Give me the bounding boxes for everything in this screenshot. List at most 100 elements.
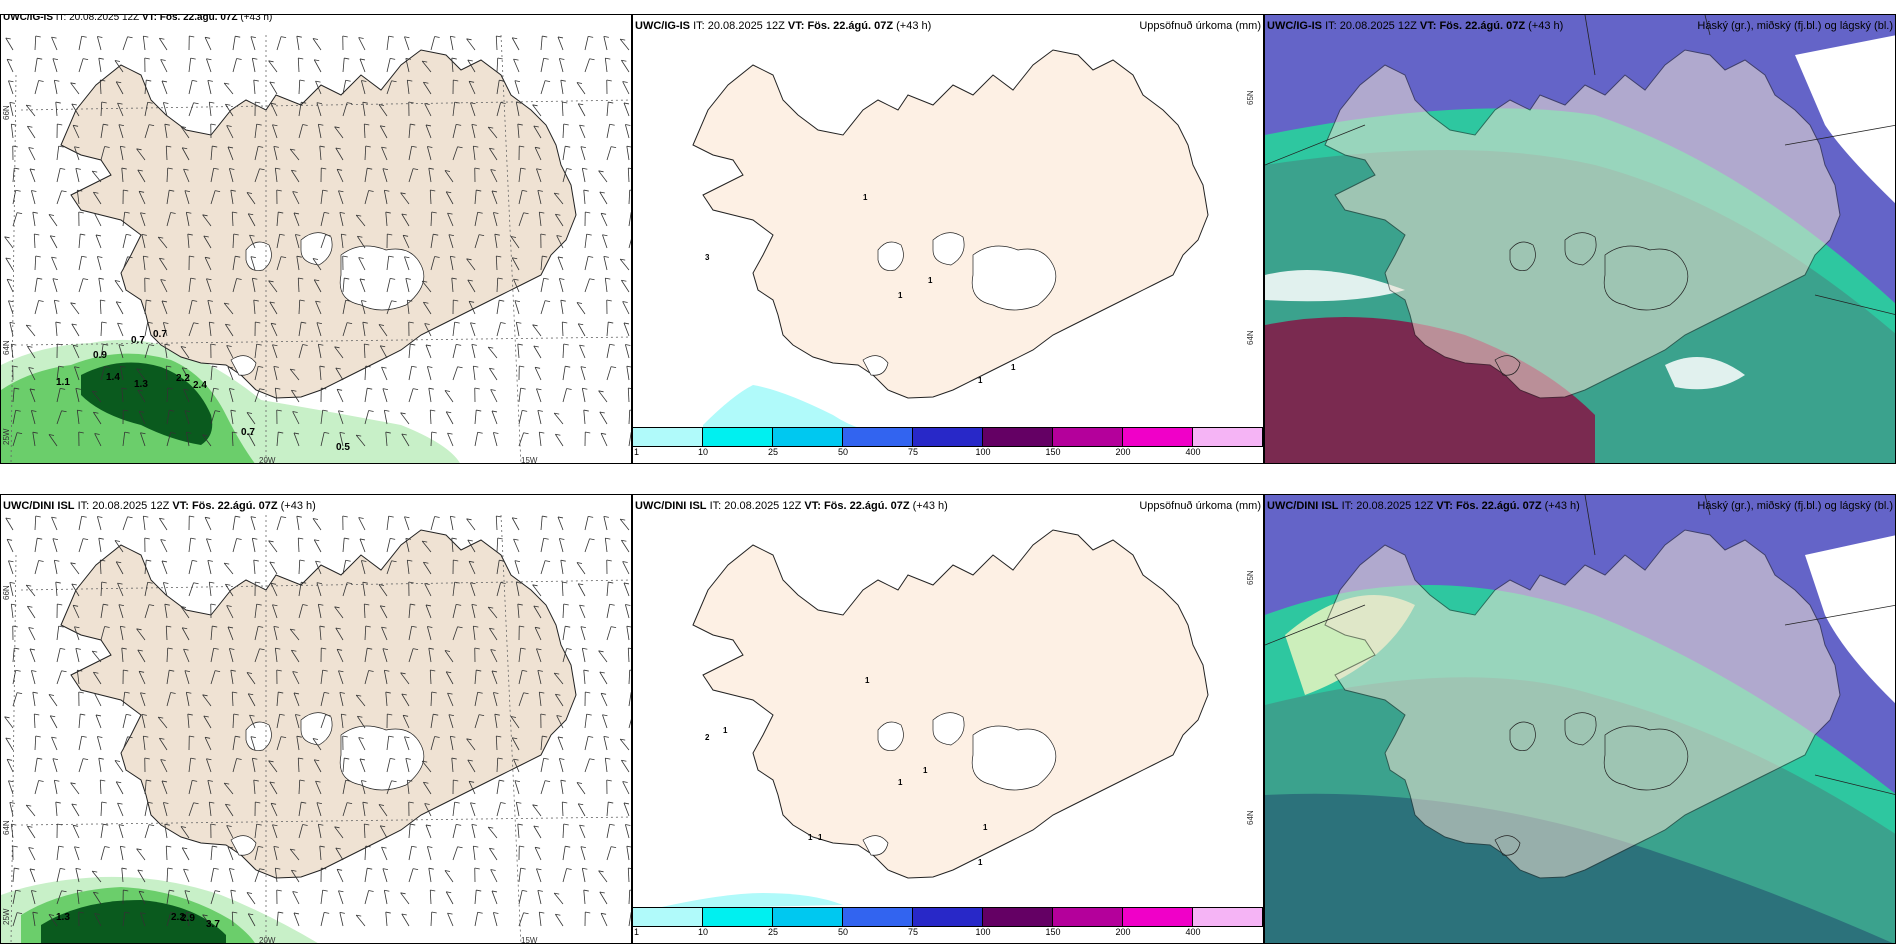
wind-barb: [518, 890, 523, 905]
legend-tick-label: 50: [837, 447, 849, 457]
wind-barb: [408, 168, 414, 183]
wind-barb: [293, 212, 300, 227]
wind-barb: [202, 694, 212, 707]
wind-barb-flag: [512, 517, 518, 520]
wind-barb: [268, 760, 278, 773]
wind-barb-flag: [605, 537, 611, 540]
wind-barb: [362, 102, 366, 117]
wind-barb: [408, 626, 413, 641]
wind-barb-flag: [123, 409, 129, 412]
wind-barb-flag: [411, 145, 417, 148]
wind-barb: [621, 760, 630, 773]
wind-barb-flag: [278, 911, 284, 914]
wind-barb: [604, 278, 608, 293]
wind-barb: [208, 102, 212, 117]
wind-barb: [514, 80, 520, 95]
wind-barb: [335, 627, 344, 641]
wind-barb: [48, 914, 58, 927]
wind-barb: [429, 189, 432, 205]
wind-barb-flag: [55, 101, 61, 104]
wind-barb: [383, 890, 388, 905]
wind-barb-flag: [469, 300, 475, 303]
wind-barb-flag: [466, 258, 472, 261]
wind-barb-flag: [626, 845, 631, 848]
wind-barb-flag: [225, 583, 231, 586]
wind-barb: [606, 322, 609, 337]
wind-barb-flag: [35, 255, 41, 258]
wind-barb: [183, 168, 190, 183]
wind-barb: [536, 648, 542, 663]
wind-barb: [491, 890, 498, 905]
wind-barb-flag: [250, 256, 256, 259]
panel-clouds-row1[interactable]: UWC/IG-IS IT: 20.08.2025 12Z VT: Fös. 22…: [1264, 14, 1896, 464]
wind-barb-flag: [272, 344, 278, 347]
wind-barb: [537, 190, 542, 205]
wind-barb: [270, 803, 278, 817]
glacier-4: [862, 355, 889, 376]
panel-precip-row2[interactable]: 1 2 1 1 1 1 1 1 1 65N 64N UWC/DINI ISL IT: 20.08.2…: [632, 494, 1264, 944]
wind-barb: [364, 625, 367, 641]
wind-barb-flag: [471, 343, 477, 346]
wind-barb: [29, 388, 36, 403]
wind-barb-flag: [411, 625, 417, 628]
wind-barb: [557, 256, 564, 271]
wind-barb-flag: [302, 344, 308, 346]
wind-barb: [183, 648, 190, 663]
wind-barb: [274, 168, 278, 183]
wind-barb-flag: [405, 537, 411, 540]
wind-barb: [355, 434, 366, 447]
wind-barb: [9, 582, 14, 597]
wind-barb: [298, 102, 302, 117]
wind-barb-flag: [585, 911, 591, 914]
wind-barb-flag: [513, 58, 519, 61]
wind-barb-flag: [316, 322, 322, 325]
wind-barb: [430, 234, 434, 249]
wind-barb-flag: [207, 79, 213, 82]
legend-color-box: [913, 908, 983, 926]
wind-barb: [160, 759, 168, 773]
wind-barb-flag: [361, 80, 367, 82]
wind-barb: [25, 804, 36, 817]
panel-clouds-row2[interactable]: UWC/DINI ISL IT: 20.08.2025 12Z VT: Fös.…: [1264, 494, 1896, 944]
wind-barb-flag: [557, 516, 564, 519]
wind-barb-flag: [312, 738, 319, 740]
panel-precip-row1[interactable]: 131111465N64N UWC/IG-IS IT: 20.08.2025 1…: [632, 14, 1264, 464]
wind-barb-flag: [540, 233, 546, 236]
wind-barb: [626, 626, 630, 641]
wind-barb-flag: [29, 168, 36, 171]
wind-barb-flag: [516, 321, 522, 324]
wind-barb-flag: [31, 410, 37, 412]
wind-barb: [53, 300, 58, 315]
grid-parallel-2: [20, 336, 631, 346]
wind-barb: [291, 650, 300, 663]
wind-barb: [144, 780, 147, 795]
wind-barb-flag: [54, 559, 60, 562]
wind-barb-flag: [488, 606, 494, 609]
wind-barb-flag: [27, 825, 33, 828]
wind-barb: [452, 582, 456, 597]
wind-barb: [30, 670, 36, 685]
wind-barb-flag: [290, 628, 296, 631]
wind-barb: [496, 582, 502, 597]
wind-barb: [555, 214, 564, 227]
wind-barb: [406, 300, 410, 315]
wind-barb: [336, 169, 344, 183]
wind-barb-flag: [555, 913, 561, 916]
wind-barb-flag: [232, 911, 238, 914]
wind-barb-flag: [609, 823, 615, 826]
panel-wind-row1[interactable]: 0.7 0.7 0.9 1.1 1.4 1.3 2.2 2.4 0.7 0.5 66N 64N 25W 2…: [0, 14, 632, 464]
wind-barb: [430, 256, 436, 271]
wind-barb-flag: [451, 277, 457, 280]
wind-barb-flag: [519, 365, 525, 368]
wind-barb: [320, 190, 324, 205]
wind-barb: [581, 388, 586, 403]
wind-barb-flag: [166, 145, 172, 148]
wind-barb: [166, 647, 169, 663]
wind-barb-flag: [470, 802, 476, 805]
wind-barb: [342, 538, 345, 553]
wind-barb: [52, 58, 58, 73]
wind-barb: [581, 868, 586, 883]
region-boundary-2: [1784, 124, 1895, 146]
panel-wind-row2[interactable]: 1.3 2.2 2.9 3.7 66N 64N 25W 20W 15W UWC/DINI ISL…: [0, 494, 632, 944]
wind-barb: [119, 626, 124, 641]
